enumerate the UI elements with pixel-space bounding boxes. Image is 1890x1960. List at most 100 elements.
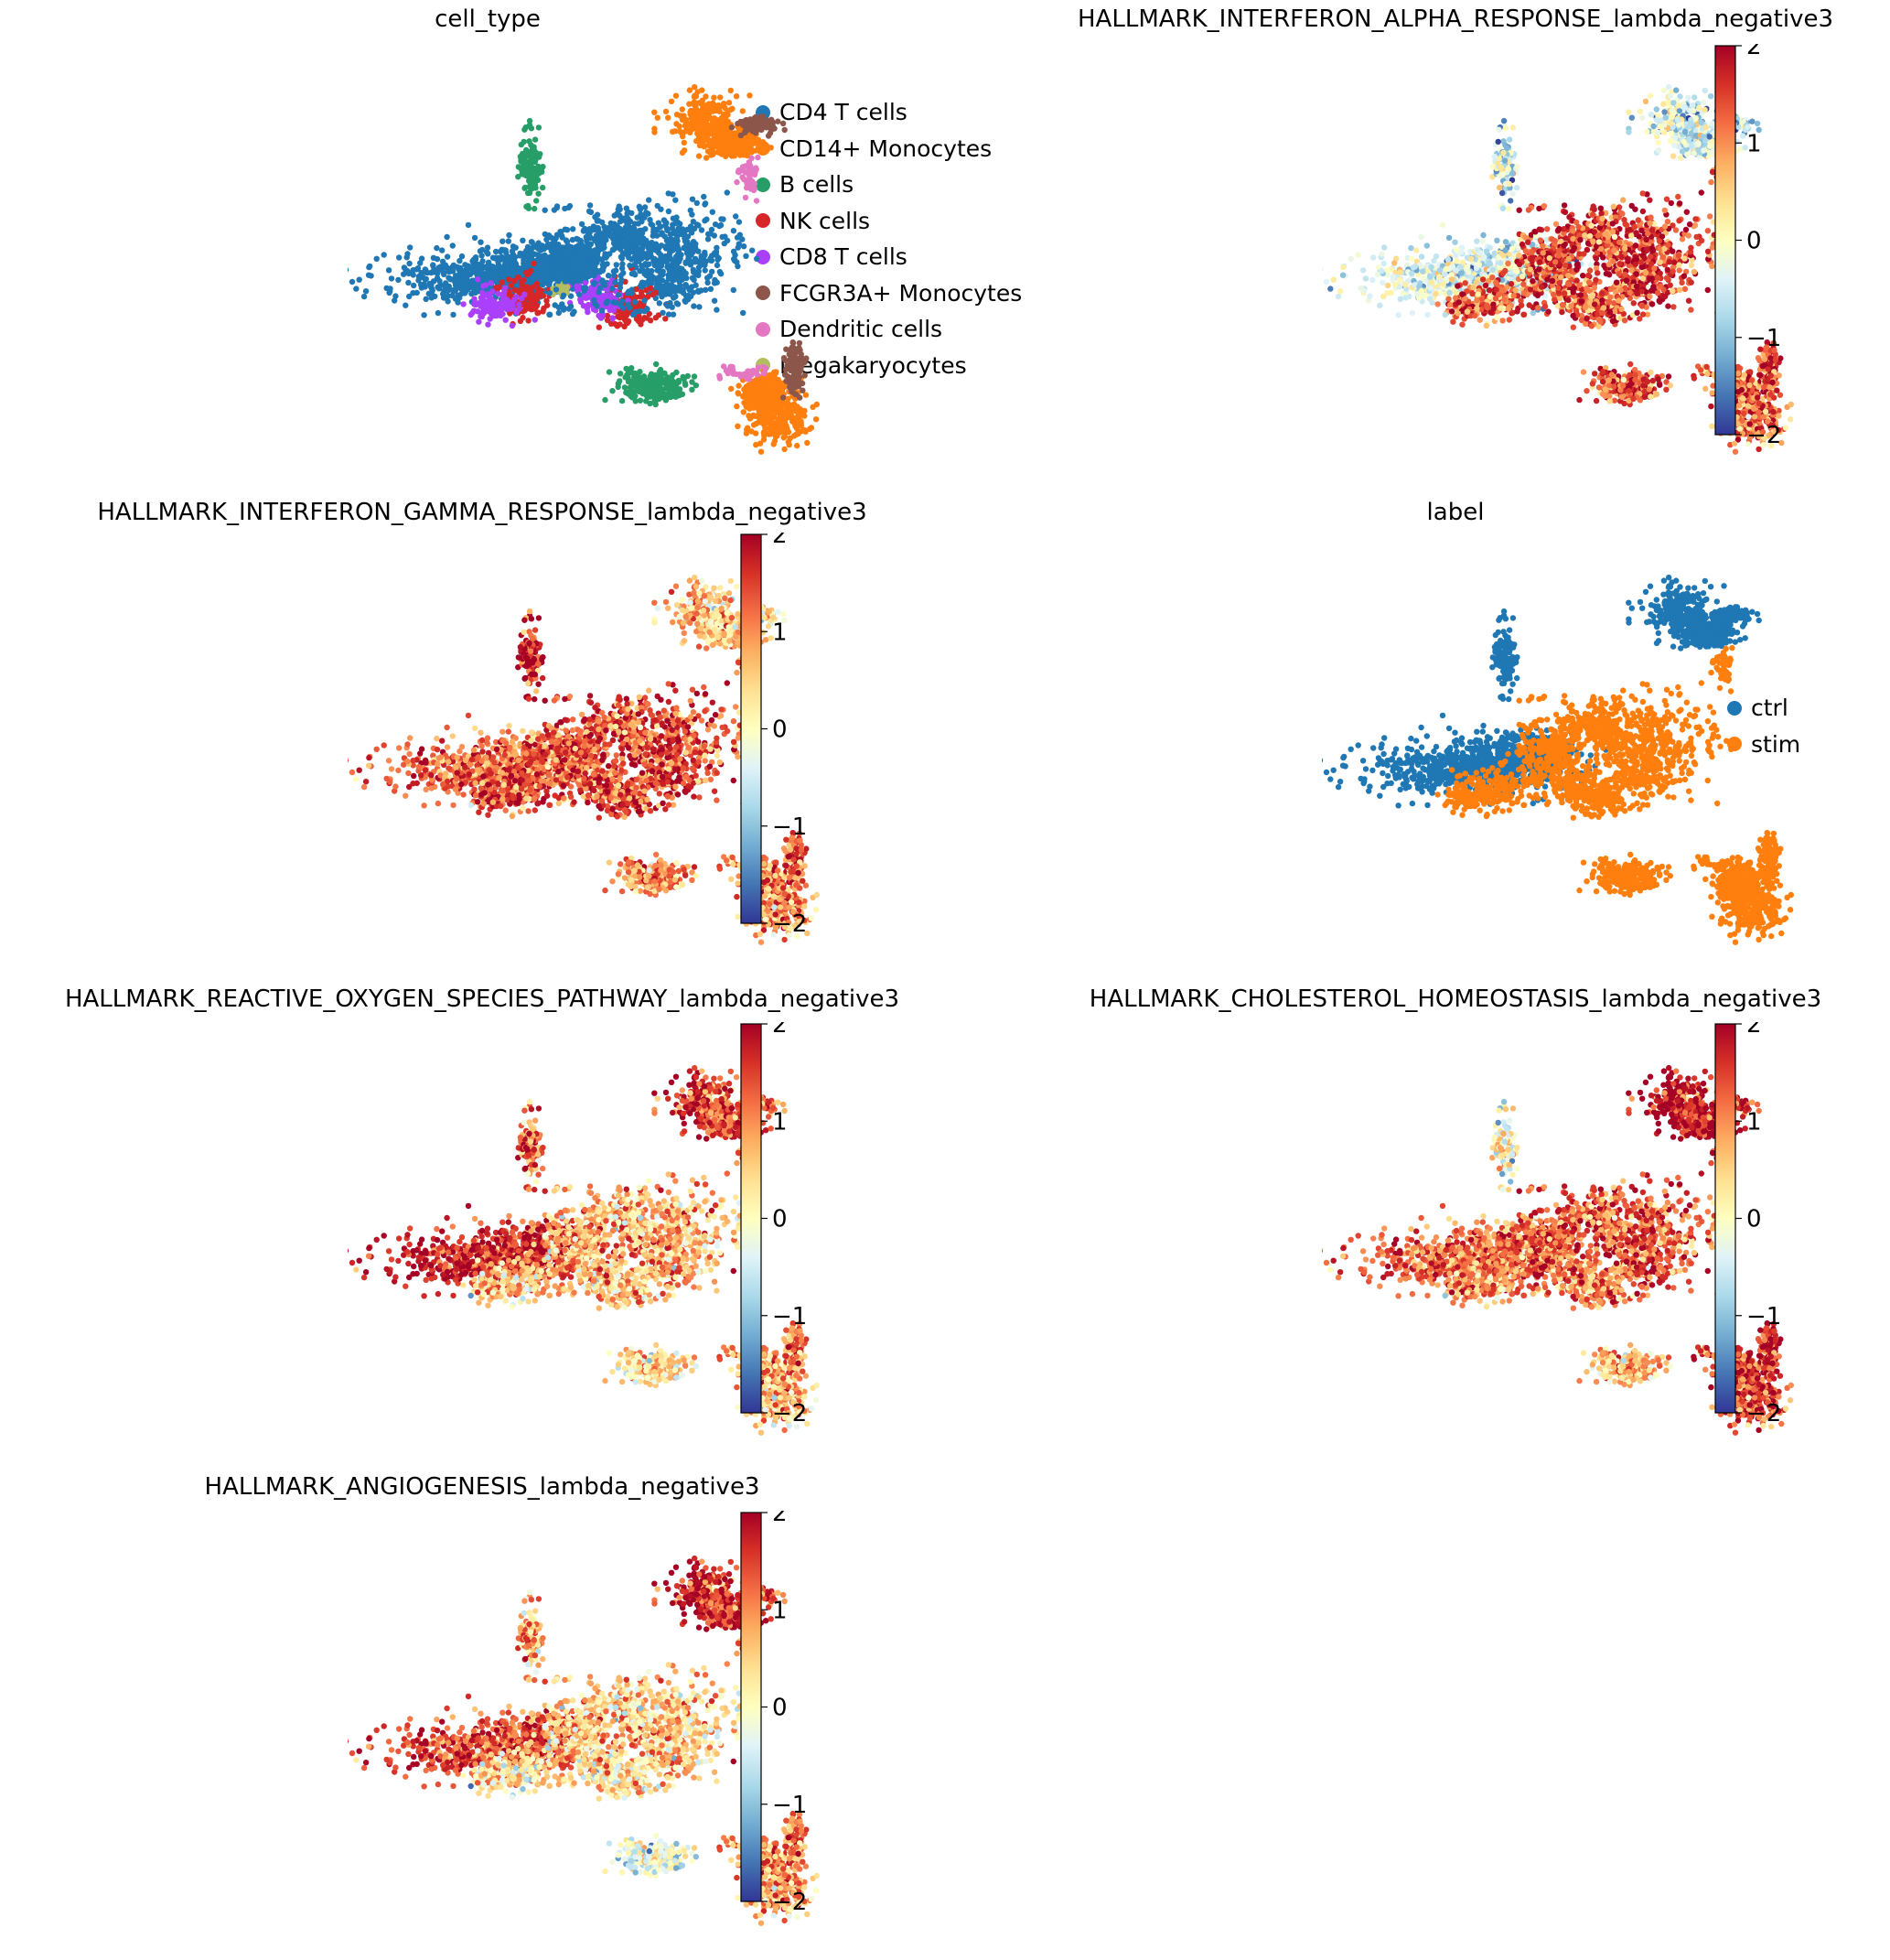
cell-point (672, 198, 678, 203)
cell-point (542, 208, 548, 213)
cell-point (681, 290, 686, 296)
cell-point (416, 274, 422, 279)
cell-point (607, 251, 612, 256)
cell-point (529, 125, 534, 131)
cell-point (645, 394, 650, 400)
cell-point (1337, 288, 1343, 294)
cell-point (1331, 277, 1337, 283)
cell-point (719, 234, 725, 240)
cell-point (353, 285, 359, 291)
cell-point (532, 305, 537, 310)
cell-point (429, 295, 435, 300)
cell-point (637, 383, 642, 389)
cell-point (1454, 258, 1459, 264)
cell-point (651, 388, 657, 393)
cell-point (467, 281, 472, 286)
cell-point (496, 285, 501, 290)
cell-point (619, 255, 625, 261)
cell-point (395, 277, 401, 283)
cell-point (627, 305, 632, 310)
cell-point (1530, 310, 1536, 316)
cell-point (520, 238, 525, 243)
cell-point (641, 271, 647, 276)
cell-point (481, 310, 487, 316)
cell-point (622, 239, 628, 244)
cell-point (687, 109, 693, 114)
cell-point (436, 264, 442, 270)
cell-point (533, 198, 539, 203)
cell-point (366, 273, 371, 278)
cell-point (525, 190, 531, 196)
cell-point (613, 233, 618, 239)
cell-point (752, 136, 757, 142)
cell-point (647, 217, 652, 222)
cell-point (654, 267, 660, 273)
cell-point (705, 148, 711, 154)
cell-point (544, 303, 550, 308)
cell-point (554, 250, 560, 255)
cell-point (1410, 310, 1415, 316)
cell-point (506, 238, 511, 243)
cell-point (479, 258, 485, 264)
cell-point (728, 88, 734, 93)
cell-point (757, 122, 762, 127)
cell-point (673, 393, 679, 399)
cell-point (1380, 261, 1386, 266)
cell-point (647, 377, 652, 382)
cell-point (494, 256, 499, 262)
cell-point (627, 263, 632, 268)
cell-point (553, 266, 559, 272)
cell-point (551, 240, 556, 245)
cell-point (1411, 264, 1416, 270)
cell-point (800, 388, 805, 393)
cell-point (751, 422, 757, 427)
cell-point (506, 232, 511, 238)
cell-point (666, 190, 671, 196)
cell-point (757, 441, 763, 447)
cell-point (790, 418, 796, 424)
cell-point (585, 302, 591, 307)
cell-point (611, 273, 617, 278)
cell-point (624, 246, 629, 252)
cell-point (651, 110, 657, 115)
cell-point (708, 286, 714, 292)
cell-point (617, 301, 623, 307)
cell-point (599, 307, 605, 313)
cell-point (478, 253, 484, 258)
cell-point (653, 361, 659, 367)
cell-point (549, 248, 554, 253)
cell-point (596, 313, 601, 318)
cell-point (708, 129, 714, 135)
cell-point (406, 261, 412, 266)
cell-point (440, 291, 446, 296)
cell-point (768, 372, 773, 378)
cell-point (745, 376, 750, 382)
cell-point (453, 275, 458, 280)
cell-point (755, 155, 760, 160)
cell-point (520, 315, 525, 320)
cell-point (708, 104, 714, 110)
cell-point (622, 384, 628, 390)
cell-point (629, 271, 635, 276)
cell-point (780, 394, 786, 400)
cell-point (804, 440, 810, 446)
cell-point (460, 301, 466, 307)
cell-point (689, 387, 694, 393)
cell-point (770, 124, 776, 130)
cell-point (703, 200, 708, 206)
cell-point (540, 164, 545, 169)
cell-point (703, 287, 708, 293)
cell-point (554, 257, 560, 263)
cell-point (561, 305, 566, 310)
cell-point (703, 155, 709, 160)
cell-point (1494, 238, 1499, 243)
cell-point (564, 284, 570, 289)
cell-point (467, 272, 473, 277)
cell-point (674, 112, 680, 117)
cell-point (540, 269, 545, 275)
cell-point (503, 318, 509, 323)
cell-point (423, 277, 428, 283)
cell-point (752, 115, 757, 121)
cell-point (641, 297, 647, 303)
cell-point (656, 396, 661, 402)
